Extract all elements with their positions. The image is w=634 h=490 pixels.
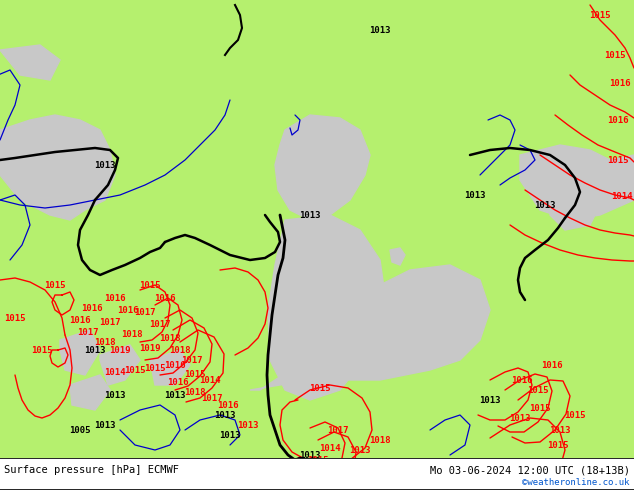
Text: 1017: 1017 (201, 393, 223, 402)
Text: 1016: 1016 (117, 305, 139, 315)
Text: 1016: 1016 (164, 361, 186, 369)
Text: 1015: 1015 (547, 441, 569, 449)
Text: Surface pressure [hPa] ECMWF: Surface pressure [hPa] ECMWF (4, 465, 179, 475)
Text: 1018: 1018 (184, 388, 206, 396)
Text: 1016: 1016 (541, 361, 563, 369)
Text: 1015: 1015 (589, 10, 611, 20)
Polygon shape (70, 375, 110, 410)
Text: 1015: 1015 (309, 384, 331, 392)
Text: 1015: 1015 (307, 456, 329, 465)
Text: 1017: 1017 (100, 318, 120, 326)
Text: 1016: 1016 (104, 294, 126, 302)
Text: 1018: 1018 (369, 436, 391, 444)
Polygon shape (268, 215, 385, 400)
Text: 1013: 1013 (549, 425, 571, 435)
Text: 1018: 1018 (121, 329, 143, 339)
Text: 1015: 1015 (527, 386, 549, 394)
Text: 1013: 1013 (84, 345, 106, 354)
Polygon shape (250, 265, 490, 390)
Text: 1013: 1013 (509, 414, 531, 422)
Polygon shape (150, 350, 190, 385)
Text: 1015: 1015 (139, 280, 161, 290)
Text: 1015: 1015 (184, 369, 206, 378)
Text: 1013: 1013 (94, 161, 116, 170)
Text: 1015: 1015 (124, 366, 146, 374)
Text: 1016: 1016 (69, 316, 91, 324)
Text: 1014: 1014 (199, 375, 221, 385)
Text: 1013: 1013 (237, 420, 259, 430)
Text: 1013: 1013 (464, 191, 486, 199)
Text: 1013: 1013 (479, 395, 501, 405)
Text: 1013: 1013 (214, 411, 236, 419)
Text: 1015: 1015 (607, 155, 629, 165)
Text: 1016: 1016 (167, 377, 189, 387)
Text: 1018: 1018 (94, 338, 116, 346)
Text: 1013: 1013 (349, 445, 371, 455)
Polygon shape (60, 330, 100, 375)
Polygon shape (415, 278, 428, 290)
Text: 1013: 1013 (164, 391, 186, 399)
Text: 1013: 1013 (299, 211, 321, 220)
Text: 1018: 1018 (159, 334, 181, 343)
Text: 1015: 1015 (564, 411, 586, 419)
Text: 1014: 1014 (320, 443, 340, 452)
Text: 1016: 1016 (511, 375, 533, 385)
Text: 1013: 1013 (534, 200, 556, 210)
Text: Mo 03-06-2024 12:00 UTC (18+13B): Mo 03-06-2024 12:00 UTC (18+13B) (430, 465, 630, 475)
Polygon shape (520, 145, 634, 220)
Text: 1015: 1015 (604, 50, 626, 59)
Text: 1016: 1016 (217, 400, 239, 410)
Text: 1016: 1016 (81, 303, 103, 313)
Text: 1013: 1013 (219, 431, 241, 440)
Text: 1017: 1017 (327, 425, 349, 435)
Polygon shape (100, 345, 140, 385)
Text: ©weatheronline.co.uk: ©weatheronline.co.uk (522, 478, 630, 488)
Text: 1019: 1019 (139, 343, 161, 352)
Text: 1016: 1016 (607, 116, 629, 124)
Text: 1017: 1017 (149, 319, 171, 328)
Text: 1017: 1017 (134, 308, 156, 317)
Text: 1017: 1017 (77, 327, 99, 337)
Text: 1013: 1013 (104, 391, 126, 399)
Text: 1018: 1018 (324, 458, 346, 466)
Text: 1015: 1015 (4, 314, 26, 322)
Text: 1017: 1017 (181, 356, 203, 365)
Text: 1014: 1014 (104, 368, 126, 376)
Text: 1018: 1018 (169, 345, 191, 354)
Text: 1013: 1013 (94, 420, 116, 430)
Text: 1015: 1015 (31, 345, 53, 354)
Polygon shape (0, 45, 60, 80)
Text: 1013: 1013 (299, 450, 321, 460)
Text: 1016: 1016 (154, 294, 176, 302)
Text: 1014: 1014 (611, 192, 633, 200)
Polygon shape (390, 248, 405, 265)
Text: 1015: 1015 (145, 364, 165, 372)
Polygon shape (550, 195, 600, 230)
Text: 1019: 1019 (109, 345, 131, 354)
Text: 1013: 1013 (369, 25, 391, 34)
Text: 1005: 1005 (69, 425, 91, 435)
Text: 1015: 1015 (529, 403, 551, 413)
Polygon shape (275, 115, 370, 220)
Text: 1015: 1015 (44, 280, 66, 290)
Polygon shape (0, 115, 115, 220)
Text: 1016: 1016 (609, 78, 631, 88)
